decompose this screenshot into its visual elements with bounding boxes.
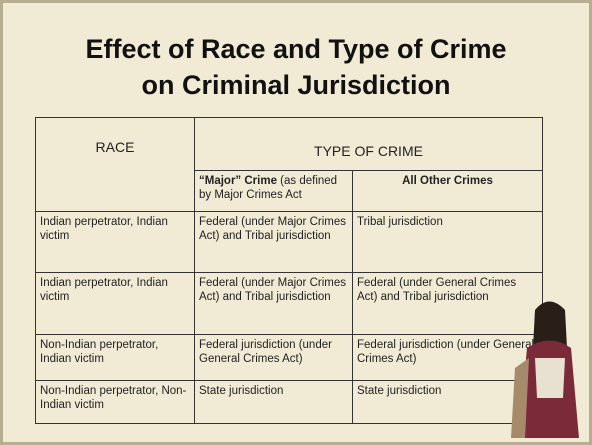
table-cell: State jurisdiction (195, 381, 353, 424)
table-cell: Tribal jurisdiction (353, 212, 543, 273)
table-cell: Indian perpetrator, Indian victim (36, 273, 195, 335)
subheader-bold: “Major” Crime (199, 175, 277, 187)
table-cell: Federal jurisdiction (under General Crim… (195, 335, 353, 381)
slide-title: Effect of Race and Type of Crime on Crim… (3, 31, 589, 103)
table-row: Non-Indian perpetrator, Non-Indian victi… (36, 381, 543, 424)
jurisdiction-table: RACE TYPE OF CRIME “Major” Crime (as def… (35, 117, 543, 424)
decorative-figure (505, 288, 585, 438)
table-cell: Federal (under Major Crimes Act) and Tri… (195, 212, 353, 273)
header-cell: RACE (36, 118, 195, 212)
subheader-cell: “Major” Crime (as defined by Major Crime… (195, 171, 353, 212)
title-line: Effect of Race and Type of Crime (3, 31, 589, 67)
header-cell: TYPE OF CRIME (195, 118, 543, 171)
slide: Effect of Race and Type of Crime on Crim… (0, 0, 592, 445)
table-cell: Indian perpetrator, Indian victim (36, 212, 195, 273)
table-cell: Federal (under Major Crimes Act) and Tri… (195, 273, 353, 335)
subheader-cell: All Other Crimes (353, 171, 543, 212)
table-cell: Non-Indian perpetrator, Indian victim (36, 335, 195, 381)
title-line: on Criminal Jurisdiction (3, 67, 589, 103)
table-cell: Non-Indian perpetrator, Non-Indian victi… (36, 381, 195, 424)
